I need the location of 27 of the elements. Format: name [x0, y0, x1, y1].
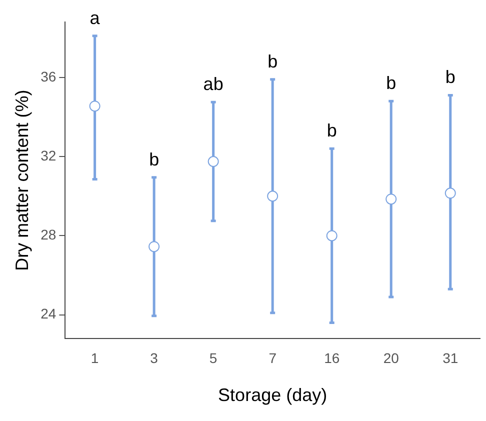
annotation: b: [326, 120, 337, 141]
point: [89, 100, 100, 112]
y-tick-label: 36: [40, 68, 56, 84]
y-tick-label: 28: [40, 226, 56, 243]
point: [267, 190, 278, 202]
x-tick-label: 1: [90, 350, 99, 366]
x-tick-label: 31: [442, 350, 458, 366]
x-axis-title: Storage (day): [218, 385, 328, 406]
annotation: b: [386, 73, 396, 94]
point: [208, 156, 219, 167]
point: [326, 230, 338, 242]
point: [148, 241, 160, 252]
x-tick-label: 5: [209, 350, 218, 366]
annotation: b: [445, 67, 456, 88]
y-tick-label: 24: [40, 306, 56, 322]
annotation: b: [268, 51, 278, 72]
x-tick-label: 16: [324, 350, 340, 366]
annotation: ab: [203, 74, 224, 94]
x-tick-label: 7: [268, 350, 277, 366]
x-tick-label: 20: [383, 350, 400, 366]
y-tick-label: 32: [40, 147, 56, 164]
annotation: a: [90, 8, 101, 28]
annotation: b: [149, 149, 160, 170]
x-tick-label: 3: [150, 350, 158, 366]
y-axis-title: Dry matter content (%): [12, 90, 32, 271]
point: [444, 188, 456, 199]
point: [386, 194, 397, 205]
